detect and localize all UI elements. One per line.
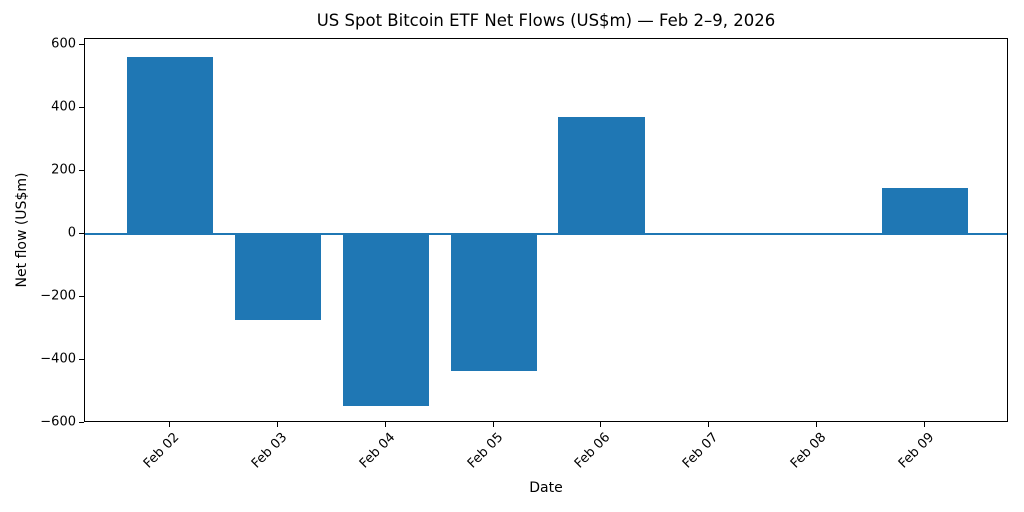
plot-area (84, 38, 1008, 422)
x-tick (169, 422, 171, 427)
x-tick (816, 422, 818, 427)
x-tick (492, 422, 494, 427)
x-tick-label: Feb 03 (248, 430, 291, 472)
chart-title: US Spot Bitcoin ETF Net Flows (US$m) — F… (316, 11, 776, 30)
y-tick-label: 0 (67, 225, 76, 241)
y-tick-label: −400 (40, 351, 76, 367)
x-tick-label: Feb 09 (895, 430, 938, 472)
y-axis-label: Net flow (US$m) (14, 172, 30, 288)
x-tick-label: Feb 06 (572, 430, 614, 472)
bar-feb-09 (881, 188, 969, 234)
bar-feb-05 (450, 233, 537, 371)
x-tick-label: Feb 05 (464, 430, 506, 472)
bar-feb-03 (234, 233, 322, 320)
bar-feb-02 (127, 56, 214, 234)
y-tick (79, 169, 84, 171)
x-tick-label: Feb 02 (140, 430, 183, 472)
x-axis-label: Date (529, 480, 563, 496)
y-tick-label: −600 (40, 414, 76, 430)
y-tick-label: 600 (51, 36, 76, 52)
y-tick (79, 232, 84, 234)
y-tick-label: −200 (40, 288, 76, 304)
y-tick (79, 422, 84, 423)
x-tick-label: Feb 07 (680, 430, 722, 472)
y-tick (79, 106, 84, 108)
x-tick-label: Feb 08 (787, 430, 830, 472)
x-tick (708, 422, 710, 427)
x-tick-label: Feb 04 (356, 430, 399, 472)
y-tick (79, 295, 84, 297)
x-tick (384, 422, 386, 427)
x-tick (923, 422, 925, 427)
y-tick (79, 358, 84, 360)
y-tick-label: 200 (51, 162, 76, 178)
zero-line (85, 233, 1007, 235)
y-tick (79, 43, 84, 45)
x-tick (600, 422, 602, 427)
x-tick (276, 422, 278, 427)
bar-feb-06 (558, 117, 645, 234)
bar-feb-04 (342, 233, 429, 406)
y-tick-label: 400 (51, 99, 76, 115)
